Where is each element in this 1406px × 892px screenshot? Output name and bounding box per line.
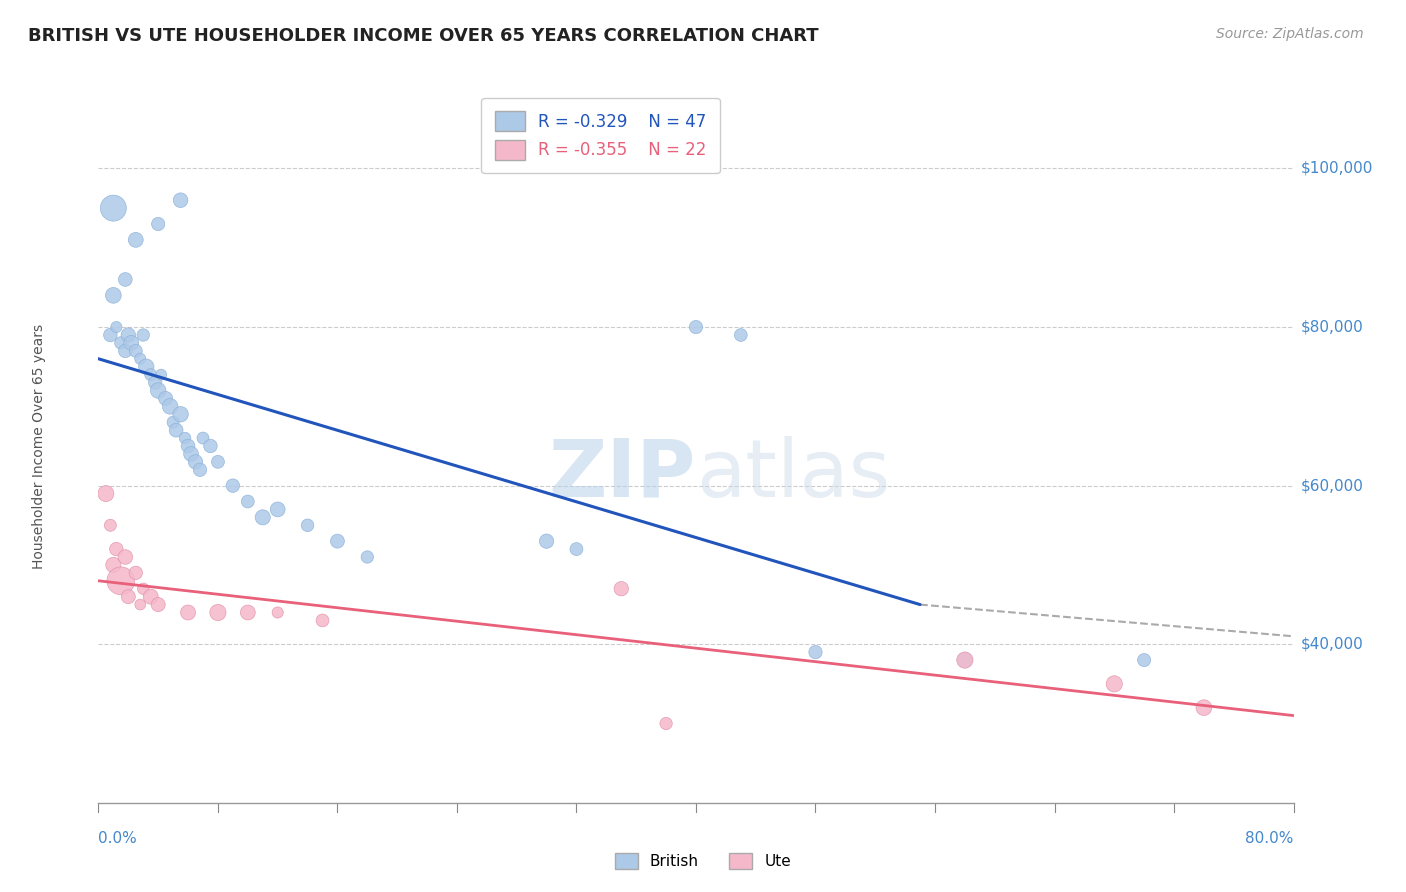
Point bbox=[953, 653, 976, 667]
Text: $40,000: $40,000 bbox=[1301, 637, 1364, 652]
Point bbox=[125, 566, 148, 580]
Point bbox=[132, 582, 155, 596]
Text: BRITISH VS UTE HOUSEHOLDER INCOME OVER 65 YEARS CORRELATION CHART: BRITISH VS UTE HOUSEHOLDER INCOME OVER 6… bbox=[28, 27, 818, 45]
Point bbox=[129, 351, 152, 366]
Point bbox=[143, 376, 166, 390]
Text: $100,000: $100,000 bbox=[1301, 161, 1374, 176]
Point bbox=[1133, 653, 1156, 667]
Point bbox=[180, 447, 202, 461]
Point bbox=[267, 606, 290, 620]
Point bbox=[610, 582, 633, 596]
Point bbox=[148, 598, 170, 612]
Point bbox=[169, 193, 191, 207]
Point bbox=[117, 328, 139, 343]
Point bbox=[103, 201, 125, 215]
Point bbox=[103, 558, 125, 572]
Point bbox=[105, 320, 128, 334]
Point bbox=[184, 455, 207, 469]
Point bbox=[139, 590, 162, 604]
Point bbox=[125, 233, 148, 247]
Point bbox=[139, 368, 162, 382]
Point bbox=[120, 335, 142, 350]
Text: $80,000: $80,000 bbox=[1301, 319, 1364, 334]
Text: ZIP: ZIP bbox=[548, 435, 696, 514]
Point bbox=[114, 343, 136, 358]
Point bbox=[730, 328, 752, 343]
Point bbox=[159, 400, 181, 414]
Point bbox=[135, 359, 157, 374]
Point bbox=[165, 423, 187, 437]
Point bbox=[114, 272, 136, 286]
Text: Householder Income Over 65 years: Householder Income Over 65 years bbox=[32, 324, 45, 568]
Point bbox=[565, 542, 588, 557]
Point bbox=[267, 502, 290, 516]
Point bbox=[155, 392, 177, 406]
Text: Source: ZipAtlas.com: Source: ZipAtlas.com bbox=[1216, 27, 1364, 41]
Point bbox=[200, 439, 222, 453]
Point bbox=[236, 494, 259, 508]
Point bbox=[311, 614, 333, 628]
Point bbox=[148, 217, 170, 231]
Point bbox=[804, 645, 827, 659]
Point bbox=[356, 549, 378, 564]
Point bbox=[148, 384, 170, 398]
Point bbox=[132, 328, 155, 343]
Point bbox=[174, 431, 197, 445]
Point bbox=[222, 478, 245, 492]
Point bbox=[252, 510, 274, 524]
Point bbox=[94, 486, 117, 500]
Point bbox=[105, 542, 128, 557]
Point bbox=[98, 328, 122, 343]
Point bbox=[110, 335, 132, 350]
Point bbox=[297, 518, 319, 533]
Point bbox=[177, 439, 200, 453]
Point bbox=[103, 288, 125, 302]
Point bbox=[150, 368, 173, 382]
Point bbox=[114, 549, 136, 564]
Point bbox=[685, 320, 707, 334]
Point bbox=[536, 534, 558, 549]
Point bbox=[236, 606, 259, 620]
Text: $60,000: $60,000 bbox=[1301, 478, 1364, 493]
Point bbox=[953, 653, 976, 667]
Point bbox=[207, 606, 229, 620]
Point bbox=[125, 343, 148, 358]
Point bbox=[129, 598, 152, 612]
Point bbox=[655, 716, 678, 731]
Legend: R = -0.329    N = 47, R = -0.355    N = 22: R = -0.329 N = 47, R = -0.355 N = 22 bbox=[481, 97, 720, 173]
Point bbox=[1192, 700, 1215, 714]
Point bbox=[169, 407, 191, 421]
Text: atlas: atlas bbox=[696, 435, 890, 514]
Point bbox=[1104, 677, 1126, 691]
Point bbox=[177, 606, 200, 620]
Point bbox=[110, 574, 132, 588]
Point bbox=[188, 463, 211, 477]
Point bbox=[117, 590, 139, 604]
Text: 0.0%: 0.0% bbox=[98, 830, 138, 846]
Legend: British, Ute: British, Ute bbox=[609, 847, 797, 875]
Point bbox=[98, 518, 122, 533]
Point bbox=[207, 455, 229, 469]
Text: 80.0%: 80.0% bbox=[1246, 830, 1294, 846]
Point bbox=[326, 534, 349, 549]
Point bbox=[162, 415, 184, 429]
Point bbox=[191, 431, 214, 445]
